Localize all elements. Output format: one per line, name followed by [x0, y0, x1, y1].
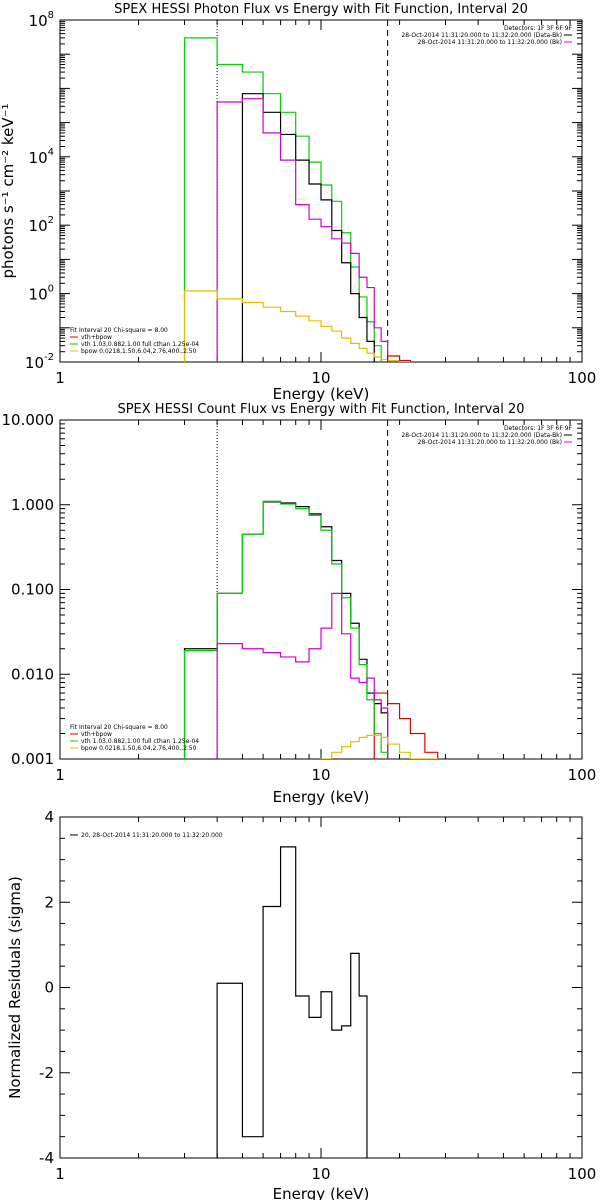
series-group [216, 846, 368, 1158]
series-3-line [216, 98, 389, 362]
legend-header: Fit Interval 20 Chi-square = 8.00 [70, 327, 168, 334]
y-tick-label: 0.010 [11, 665, 54, 683]
y-tick-label: 4 [44, 808, 54, 826]
y-tick-label: 0.001 [11, 750, 54, 768]
y-axis-label: Normalized Residuals (sigma) [6, 876, 24, 1099]
series-2-line [241, 93, 375, 362]
y-tick-exponent: 4 [48, 147, 54, 158]
series-2-line [373, 692, 439, 759]
x-tick-label: 1 [55, 1165, 65, 1183]
panel-2: 1 10 100 10.000 1.000 0.100 0.010 0.001 SPEX HES… [2, 402, 597, 806]
x-axis-ticks: 1 10 100 [55, 20, 596, 387]
y-tick-label: 102 [29, 215, 54, 235]
legend-legend_bl: Fit Interval 20 Chi-square = 8.00vth+bpo… [70, 724, 199, 752]
x-axis-label: Energy (keV) [273, 1185, 370, 1200]
y-tick-exponent: 0 [48, 284, 54, 295]
legend-label: vth+bpow [81, 731, 112, 738]
x-axis-label: Energy (keV) [273, 788, 370, 806]
y-tick-label: 0 [44, 979, 54, 997]
y-tick-label: 100 [29, 284, 54, 304]
legend-label: vth+bpow [81, 334, 112, 341]
y-tick-label: 1.000 [11, 496, 54, 514]
y-tick-label: 0.100 [11, 581, 54, 599]
y-tick-label: 108 [29, 10, 54, 30]
series-5-line [320, 734, 439, 759]
y-tick-base: 10 [29, 12, 48, 30]
legend-label: 28-Oct-2014 11:31:20.000 to 11:32:20.000… [418, 39, 562, 46]
x-tick-label: 100 [568, 766, 597, 784]
x-axis-ticks: 1 10 100 [55, 817, 596, 1183]
legend-label: 28-Oct-2014 11:31:20.000 to 11:32:20.000… [418, 439, 562, 446]
chart-title: SPEX HESSI Count Flux vs Energy with Fit… [117, 402, 524, 417]
y-tick-exponent: -2 [44, 352, 54, 363]
y-tick-exponent: 8 [48, 10, 54, 21]
y-tick-label: -2 [39, 1064, 54, 1082]
series-4-line [216, 592, 389, 759]
legend-label: vth 1.03,0.882,1.00 full cthan 1.25e-04 [81, 738, 199, 745]
series-group [183, 500, 439, 759]
x-tick-label: 100 [568, 1165, 597, 1183]
legend-label: bpow 0.0218,1.50,6.04,2.76,400.,2.50 [81, 348, 197, 355]
legend-label: 20, 28-Oct-2014 11:31:20.000 to 11:32:20… [81, 832, 223, 839]
y-tick-base: 10 [29, 286, 48, 304]
series-3-line [183, 500, 389, 759]
y-tick-base: 10 [25, 354, 44, 372]
x-axis-label: Energy (keV) [273, 385, 370, 403]
y-axis-label: photons s⁻¹ cm⁻² keV⁻¹ [0, 104, 17, 279]
series-1-line [183, 37, 382, 362]
legend-header: Detectors: 1F 3F 6F 9F [504, 25, 573, 32]
legend-label: 28-Oct-2014 11:31:20.000 to 11:32:20.000… [401, 432, 562, 439]
series-group [183, 37, 426, 362]
series-5-line [387, 355, 426, 362]
x-tick-label: 10 [311, 766, 330, 784]
y-tick-label: 10-2 [25, 352, 54, 372]
y-axis-ticks: 4 2 0 -2 -4 [39, 808, 582, 1167]
chart-title: SPEX HESSI Photon Flux vs Energy with Fi… [114, 2, 528, 17]
legend-legend_tl: 20, 28-Oct-2014 11:31:20.000 to 11:32:20… [70, 832, 223, 839]
legend-label: bpow 0.0218,1.50,6.04,2.76,400.,2.50 [81, 745, 197, 752]
legend-header: Fit Interval 20 Chi-square = 8.00 [70, 724, 168, 731]
x-tick-label: 10 [311, 369, 330, 387]
y-tick-label: 10.000 [2, 411, 55, 429]
x-tick-label: 10 [311, 1165, 330, 1183]
y-tick-base: 10 [29, 217, 48, 235]
panel-3: 1 10 100 4 2 0 -2 -4 Energy (keV) Normalized Resi… [6, 808, 596, 1200]
series-1-line [216, 846, 368, 1158]
series-4-line [183, 290, 426, 362]
y-tick-base: 10 [29, 149, 48, 167]
y-tick-label: -4 [39, 1149, 54, 1167]
legend-header: Detectors: 1F 3F 6F 9F [504, 425, 573, 432]
y-axis-ticks: 10.000 1.000 0.100 0.010 0.001 [2, 411, 582, 768]
x-tick-label: 1 [55, 766, 65, 784]
x-tick-label: 1 [55, 369, 65, 387]
legend-label: 28-Oct-2014 11:31:20.000 to 11:32:20.000… [401, 32, 562, 39]
plot-frame [59, 419, 583, 760]
legend-label: vth 1.03,0.882,1.00 full cthan 1.25e-04 [81, 341, 199, 348]
plot-frame [59, 816, 583, 1159]
x-tick-label: 100 [568, 369, 597, 387]
series-1-line [183, 501, 389, 759]
y-tick-exponent: 2 [48, 215, 54, 226]
y-tick-label: 2 [44, 893, 54, 911]
legend-legend_bl: Fit Interval 20 Chi-square = 8.00vth+bpo… [70, 327, 199, 355]
y-tick-label: 104 [29, 147, 54, 167]
x-axis-ticks: 1 10 100 [55, 420, 596, 784]
